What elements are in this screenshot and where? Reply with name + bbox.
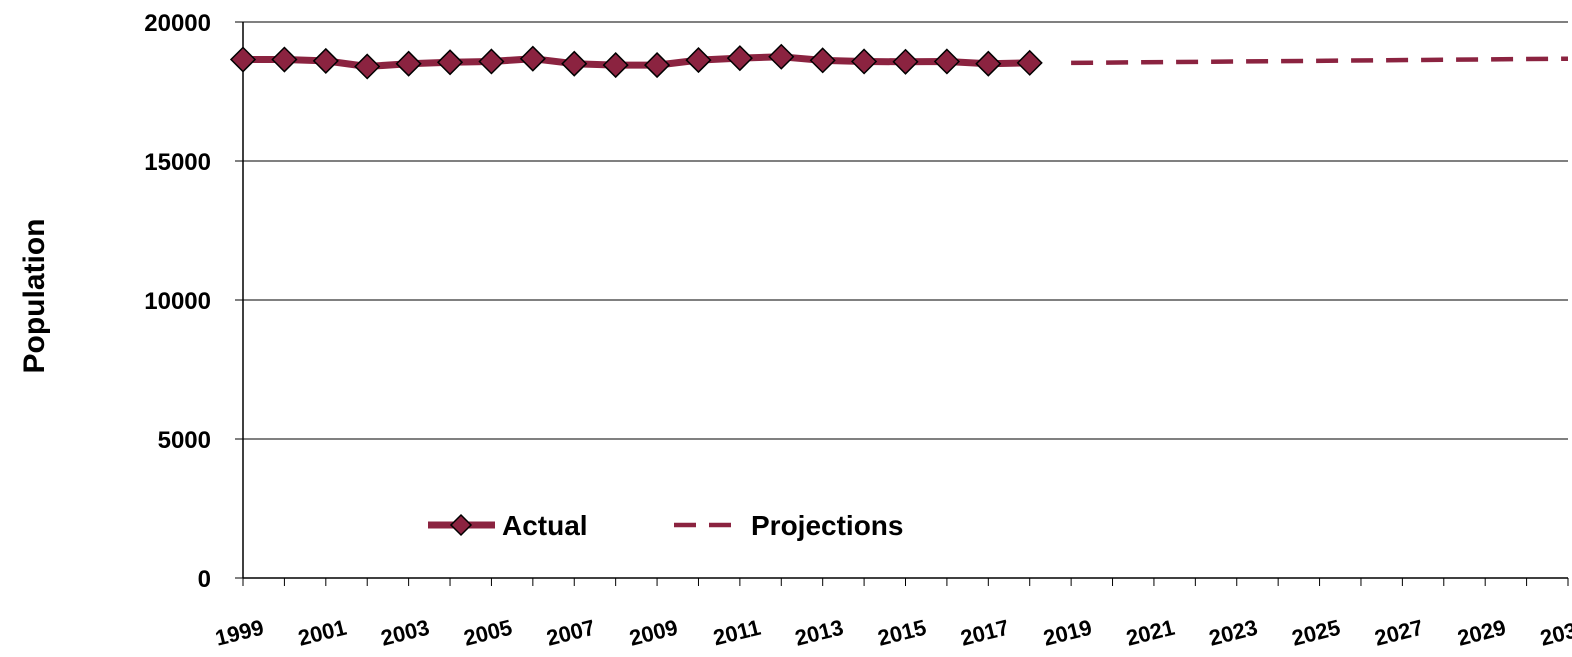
- x-tick-label: 2017: [958, 615, 1012, 651]
- y-tick-label: 20000: [144, 10, 211, 37]
- data-point: [975, 50, 1002, 77]
- data-point: [354, 53, 381, 80]
- data-point: [519, 45, 546, 72]
- data-point: [809, 47, 836, 74]
- x-tick-label: 2005: [461, 615, 515, 651]
- legend: Actual Projections: [428, 510, 903, 541]
- data-point: [851, 48, 878, 75]
- data-point: [478, 48, 505, 75]
- data-point: [933, 48, 960, 75]
- x-tick-label: 2015: [875, 615, 929, 651]
- x-tick-label: 2031: [1538, 615, 1572, 651]
- data-point: [644, 52, 671, 79]
- x-axis-ticks: 1999 2001 2003 2005 2007 2009 2011 2013 2015 2017…: [213, 578, 1572, 651]
- x-tick-label: 2007: [544, 615, 598, 651]
- data-point: [768, 43, 795, 70]
- y-tick-label: 0: [198, 566, 211, 593]
- data-point: [271, 46, 298, 73]
- y-tick-label: 5000: [158, 427, 211, 454]
- x-tick-label: 2001: [295, 615, 349, 651]
- y-tick-label: 15000: [144, 149, 211, 176]
- legend-marker-actual: [449, 513, 473, 537]
- x-tick-label: 2027: [1372, 615, 1426, 651]
- x-tick-label: 2021: [1124, 615, 1178, 651]
- data-point: [229, 46, 257, 73]
- x-tick-label: 2025: [1289, 615, 1343, 651]
- x-tick-label: 2019: [1041, 615, 1095, 651]
- x-tick-label: 2029: [1455, 615, 1509, 651]
- grid: [242, 21, 1568, 579]
- plot-area: [229, 43, 1569, 80]
- data-point: [395, 50, 422, 77]
- x-tick-label: 2011: [711, 615, 763, 651]
- data-point: [602, 52, 629, 79]
- data-point: [436, 49, 464, 76]
- x-tick-label: 1999: [213, 615, 267, 651]
- data-point: [726, 45, 753, 72]
- y-axis-title: Population: [18, 219, 51, 374]
- y-axis-ticks: 0 5000 10000 15000 20000: [144, 10, 243, 593]
- x-tick-label: 2013: [792, 615, 846, 651]
- data-point: [561, 50, 588, 77]
- data-point: [685, 47, 712, 74]
- legend-label-projections: Projections: [751, 510, 903, 541]
- data-point: [312, 47, 339, 74]
- y-tick-label: 10000: [144, 288, 211, 315]
- legend-label-actual: Actual: [502, 510, 588, 541]
- data-point: [1016, 49, 1043, 76]
- x-tick-label: 2023: [1206, 615, 1260, 651]
- series-line-projections: [1071, 56, 1569, 66]
- x-tick-label: 2003: [378, 615, 432, 651]
- x-tick-label: 2009: [627, 615, 681, 651]
- data-point: [892, 48, 919, 75]
